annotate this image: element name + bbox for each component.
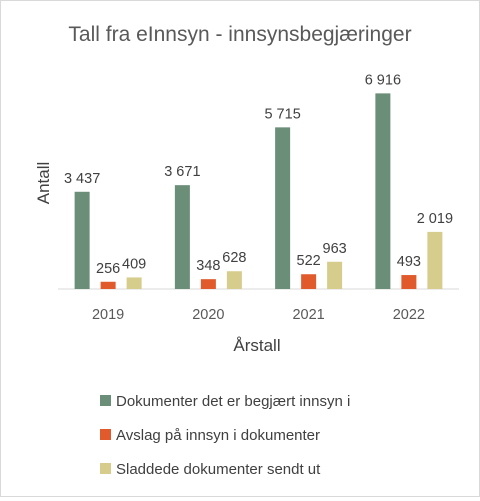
x-axis-title: Årstall <box>233 336 280 355</box>
x-tick-label: 2022 <box>393 307 425 323</box>
legend-label: Sladdede dokumenter sendt ut <box>116 461 321 478</box>
data-label: 493 <box>397 254 421 270</box>
data-label: 6 916 <box>365 72 401 88</box>
data-label: 5 715 <box>264 106 300 122</box>
data-label: 409 <box>122 256 146 272</box>
legend-swatch <box>100 429 111 440</box>
bar-1-2019 <box>74 191 90 289</box>
bar-1-2020 <box>174 185 190 289</box>
data-label: 3 437 <box>64 171 100 187</box>
bar-3-2019 <box>126 277 142 289</box>
bar-1-2021 <box>275 127 291 290</box>
plot-area: 3 437 256 409 2019 3 671 348 628 2020 5 715 52296… <box>58 72 459 323</box>
data-label: 522 <box>297 253 321 269</box>
chart-title: Tall fra eInnsyn - innsynsbegjæringer <box>68 23 411 46</box>
bar-2-2019 <box>100 281 116 289</box>
data-label: 963 <box>323 241 347 257</box>
legend-swatch <box>100 395 111 406</box>
bar-3-2021 <box>327 261 343 289</box>
legend-label: Dokumenter det er begjært innsyn i <box>116 393 350 410</box>
x-tick-label: 2019 <box>92 307 124 323</box>
x-tick-label: 2021 <box>292 307 324 323</box>
data-label: 348 <box>196 258 220 274</box>
data-label: 2 019 <box>417 211 453 227</box>
data-label: 628 <box>222 250 246 266</box>
bar-3-2020 <box>226 271 242 289</box>
bar-2-2020 <box>200 279 216 289</box>
data-label: 3 671 <box>164 164 200 180</box>
bar-3-2022 <box>427 231 443 289</box>
legend: Dokumenter det er begjært innsyn i Avslag… <box>100 393 350 478</box>
legend-swatch <box>100 463 111 474</box>
bar-2-2022 <box>401 275 417 289</box>
x-tick-label: 2020 <box>192 307 224 323</box>
legend-label: Avslag på innsyn i dokumenter <box>116 427 320 444</box>
data-label: 256 <box>96 261 120 277</box>
bar-1-2022 <box>375 93 391 289</box>
bar-2-2021 <box>301 274 317 289</box>
y-axis-title: Antall <box>34 162 53 205</box>
